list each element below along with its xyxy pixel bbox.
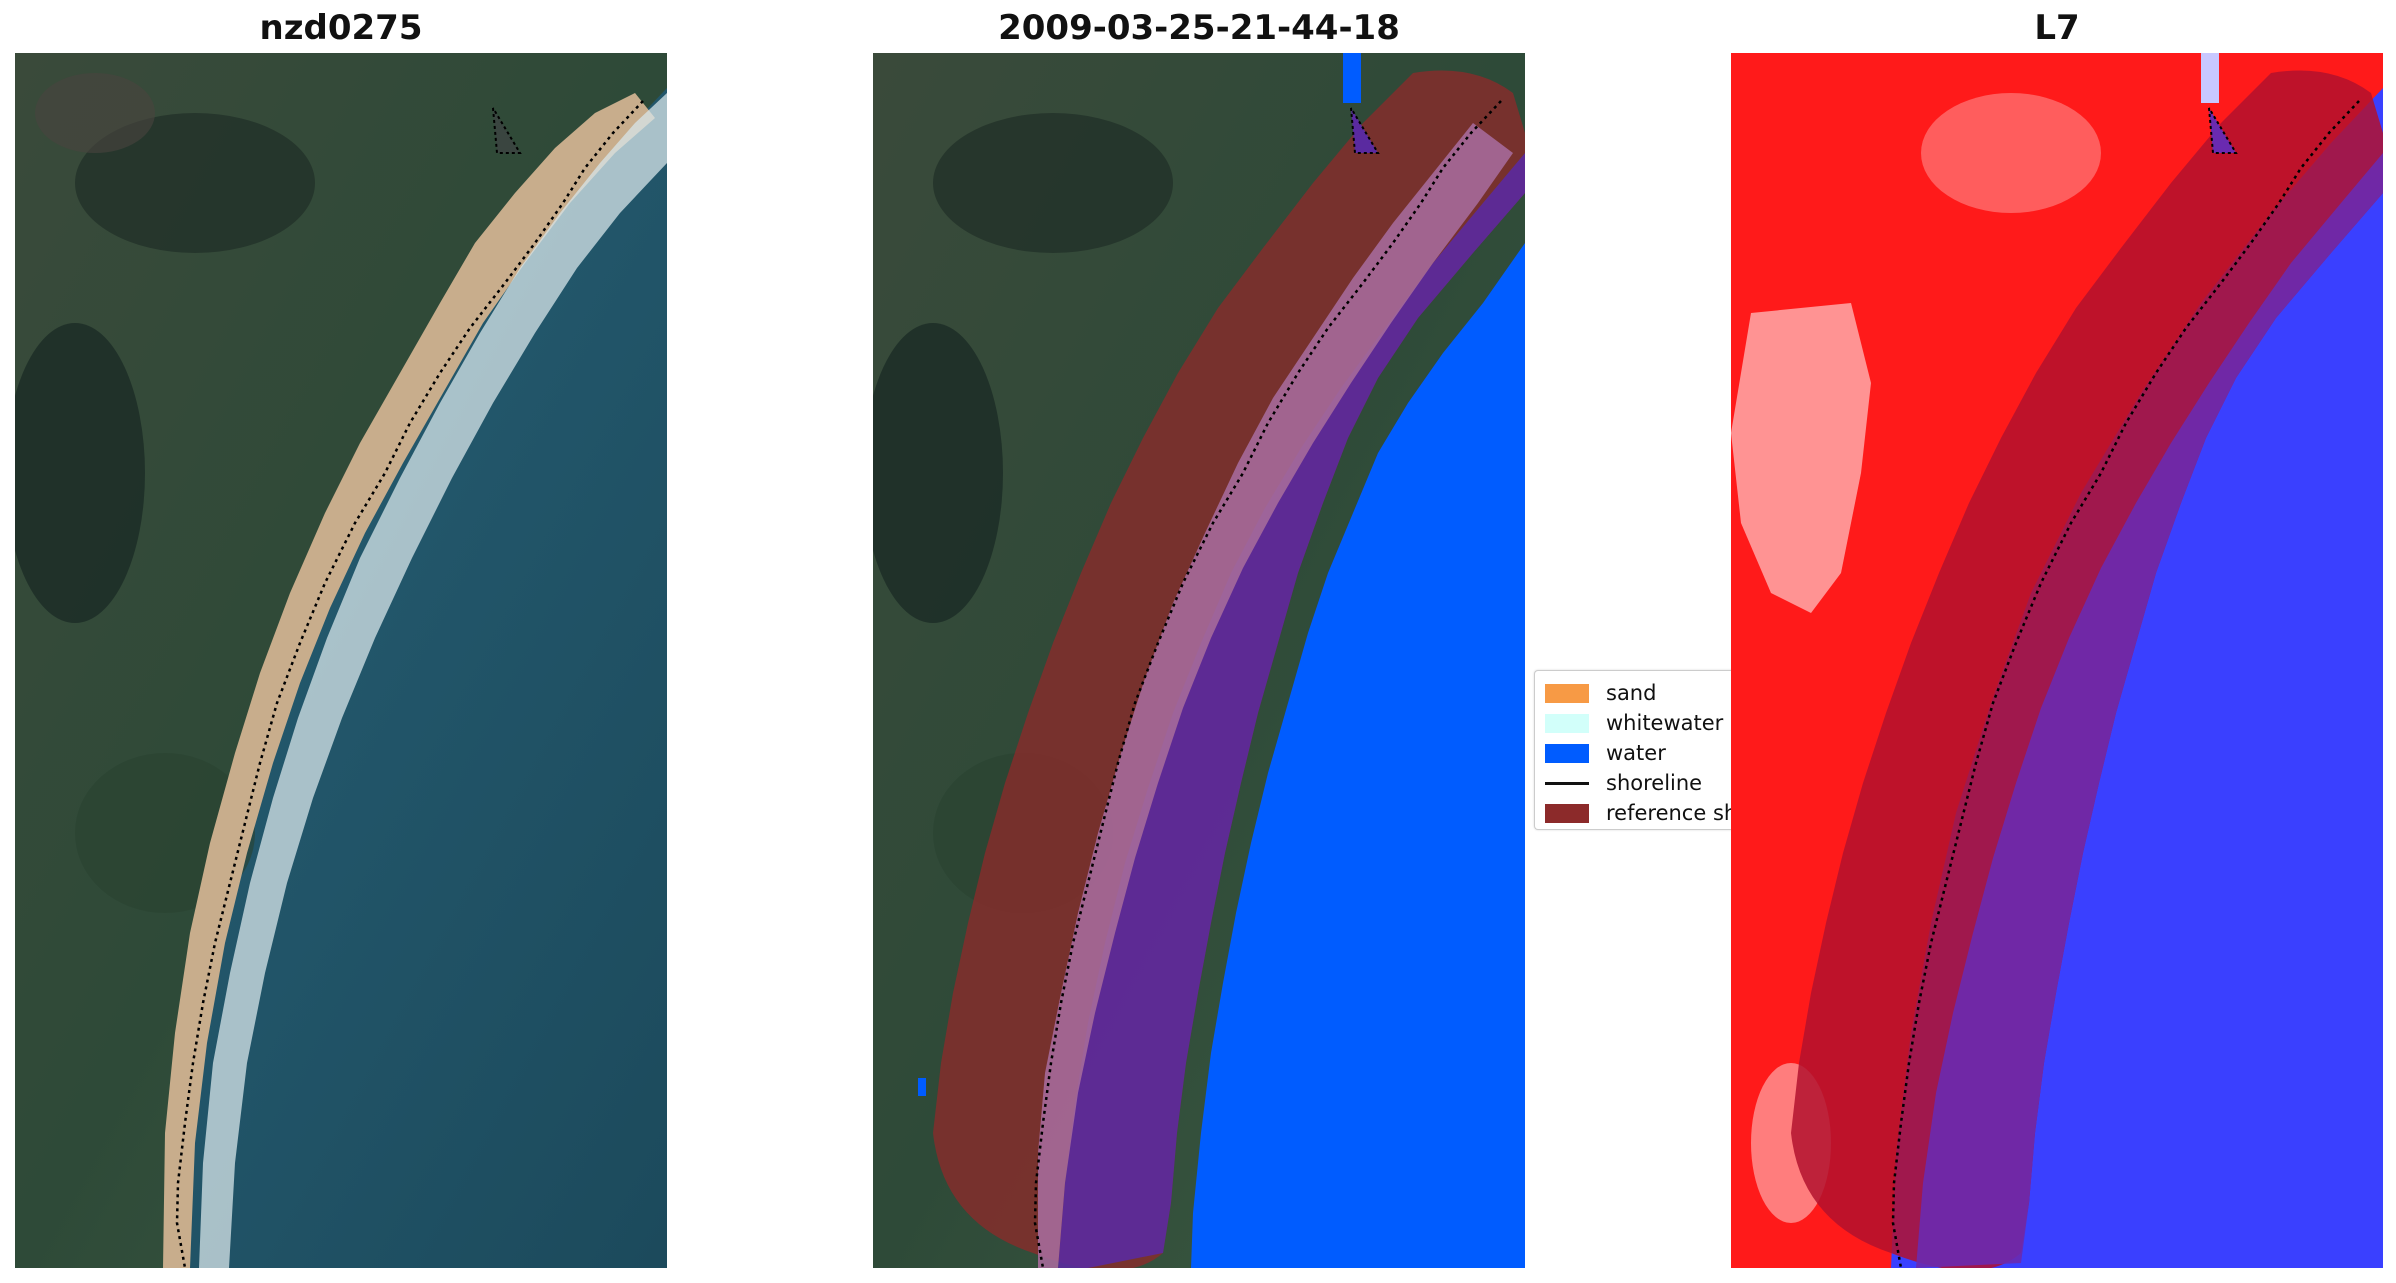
legend-item-whitewater: whitewater [1545, 711, 1723, 735]
legend-label-shoreline: shoreline [1606, 771, 1703, 795]
water-under-buffer [1058, 153, 1525, 1268]
detected-shoreline [1033, 100, 1502, 1268]
legend-label-sand: sand [1606, 681, 1657, 705]
water-class [1343, 53, 1361, 103]
vegetation-patch [933, 113, 1173, 253]
index-water [2201, 53, 2219, 103]
rgb-image [15, 53, 667, 1268]
reference-polygon [492, 107, 522, 154]
classification-image [873, 53, 1525, 1268]
vegetation-patch [15, 323, 145, 623]
rgb-image-panel [15, 53, 667, 1268]
legend-label-whitewater: whitewater [1606, 711, 1724, 735]
panel-title-classification: 2009-03-25-21-44-18 [998, 8, 1400, 48]
sand-beach [163, 93, 655, 1268]
legend: sand whitewater water shoreline referenc… [1534, 670, 1735, 830]
bright-land-patch [1731, 303, 1871, 613]
legend-item-reference-shoreline: reference sh [1545, 801, 1735, 825]
reference-polygon [1350, 107, 1380, 154]
bright-land-patch [1921, 93, 2101, 213]
index-image [1731, 53, 2383, 1268]
panel-title-index: L7 [2034, 8, 2080, 48]
legend-label-reference-shoreline: reference sh [1606, 801, 1735, 825]
reference-polygon [2208, 107, 2238, 154]
water-class [918, 1078, 926, 1096]
reference-shoreline-swatch [1545, 803, 1589, 823]
vegetation-patch [35, 73, 155, 153]
detected-shoreline [1891, 100, 2360, 1268]
index-panel [1731, 53, 2383, 1268]
water-class [1191, 243, 1525, 1268]
panel-title-image: nzd0275 [259, 8, 423, 48]
vegetation-patch [75, 113, 315, 253]
shoreline-swatch [1545, 781, 1589, 785]
vegetation-patch [873, 323, 1003, 623]
water-under-buffer [1916, 153, 2383, 1268]
whitewater-surf [199, 93, 667, 1268]
legend-label-water: water [1606, 741, 1666, 765]
detected-shoreline [175, 100, 644, 1268]
whitewater-swatch [1545, 713, 1589, 733]
legend-item-shoreline: shoreline [1545, 771, 1702, 795]
water-swatch [1545, 743, 1589, 763]
legend-item-sand: sand [1545, 681, 1656, 705]
sand-swatch [1545, 683, 1589, 703]
land-area [15, 53, 667, 1268]
legend-item-water: water [1545, 741, 1666, 765]
classification-panel [873, 53, 1525, 1268]
